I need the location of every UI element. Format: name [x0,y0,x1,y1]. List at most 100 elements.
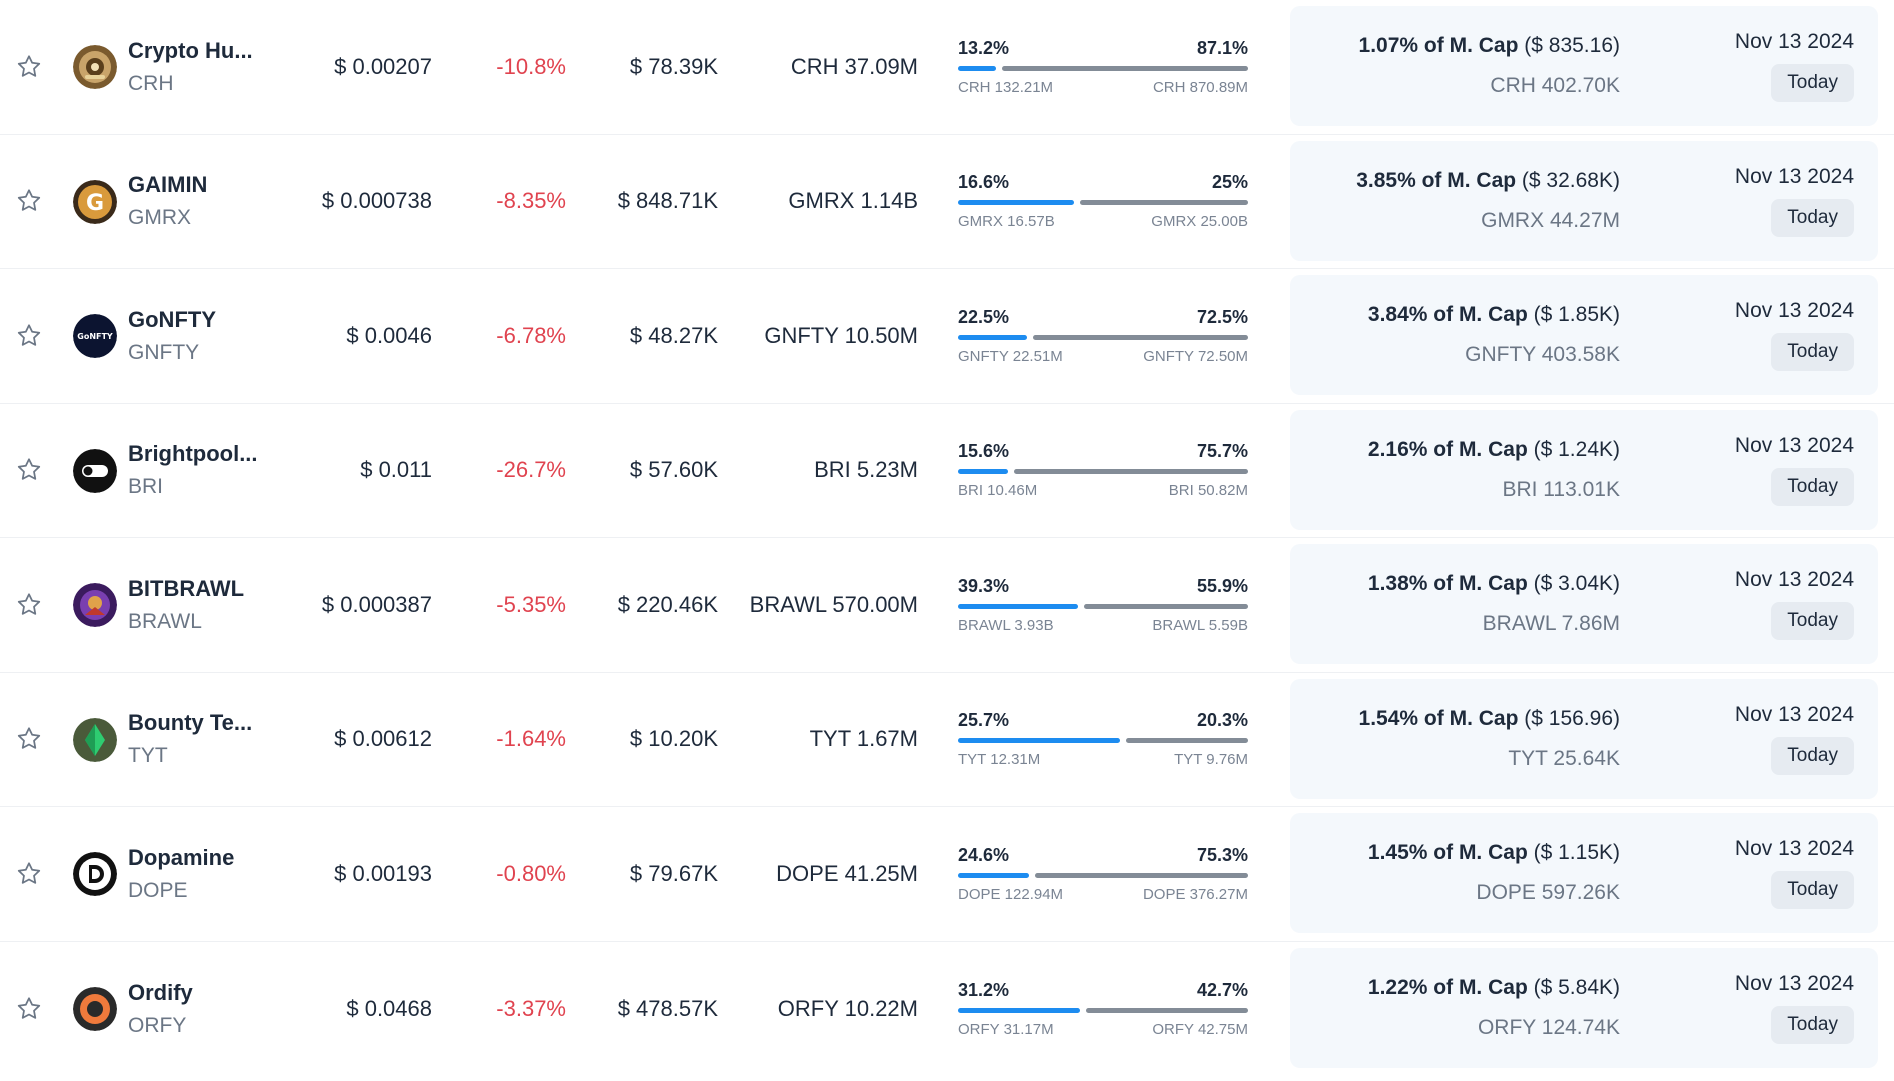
table-row[interactable]: GoNFTY GoNFTY GNFTY $ 0.0046 -6.78% $ 48… [0,269,1894,404]
today-badge[interactable]: Today [1771,333,1854,371]
bounty-temple-logo-icon[interactable] [73,717,117,762]
table-row[interactable]: G GAIMIN GMRX $ 0.000738 -8.35% $ 848.71… [0,135,1894,269]
coin-name[interactable]: Dopamine [128,844,235,870]
dopamine-logo-icon[interactable] [73,852,117,896]
today-badge[interactable]: Today [1771,736,1854,775]
next-unlock-usd: ($ 156.96) [1518,706,1620,730]
unlock-progress: 22.5% 72.5% GNFTY 22.51M GNFTY 72.50M [958,269,1248,403]
next-unlock-card[interactable]: 3.85% of M. Cap ($ 32.68K) GMRX 44.27M N… [1290,140,1878,261]
unlocked-percent: 39.3% [958,575,1010,596]
today-badge[interactable]: Today [1771,64,1854,102]
locked-percent: 72.5% [1196,306,1248,327]
coin-symbol: BRI [128,475,164,499]
price-change-24h: -3.37% [496,995,566,1021]
unlocked-bar-segment [958,1007,1080,1013]
next-unlock-card[interactable]: 1.45% of M. Cap ($ 1.15K) DOPE 597.26K N… [1290,813,1878,933]
unlocked-amount: BRI 10.46M [958,482,1038,500]
favorite-star-icon[interactable] [14,404,44,538]
next-unlock-usd: ($ 3.04K) [1527,572,1620,595]
brightpool-logo-icon[interactable] [73,448,117,493]
coin-symbol: BRAWL [128,609,202,633]
price-change-24h: -0.80% [496,860,566,886]
coin-name[interactable]: Ordify [128,979,193,1005]
unlock-progress: 13.2% 87.1% CRH 132.21M CRH 870.89M [958,0,1248,134]
circulating-supply: ORFY 10.22M [777,995,918,1021]
next-unlock-card[interactable]: 2.16% of M. Cap ($ 1.24K) BRI 113.01K No… [1290,409,1878,530]
favorite-star-icon[interactable] [14,538,44,672]
table-row[interactable]: Ordify ORFY $ 0.0468 -3.37% $ 478.57K OR… [0,942,1894,1077]
volume-24h: $ 478.57K [617,995,718,1021]
price-change-24h: -1.64% [496,726,566,752]
today-badge[interactable]: Today [1771,467,1854,506]
gonfty-logo-icon[interactable]: GoNFTY [73,314,117,358]
coin-name[interactable]: GoNFTY [128,306,216,332]
table-row[interactable]: Dopamine DOPE $ 0.00193 -0.80% $ 79.67K … [0,807,1894,942]
next-unlock-date: Nov 13 2024 [1734,837,1854,860]
next-unlock-date: Nov 13 2024 [1734,702,1854,726]
today-badge[interactable]: Today [1771,602,1854,640]
volume-24h: $ 78.39K [629,53,718,79]
coin-symbol: GMRX [128,206,191,230]
price: $ 0.0468 [346,995,432,1021]
favorite-star-icon[interactable] [14,673,44,807]
table-row[interactable]: BITBRAWL BRAWL $ 0.000387 -5.35% $ 220.4… [0,538,1894,673]
unlocked-bar-segment [958,469,1008,475]
today-badge[interactable]: Today [1771,871,1854,909]
ordify-logo-icon[interactable] [73,986,117,1031]
favorite-star-icon[interactable] [14,0,44,134]
next-unlock-usd: ($ 835.16) [1518,34,1620,57]
next-unlock-card[interactable]: 1.07% of M. Cap ($ 835.16) CRH 402.70K N… [1290,6,1878,126]
next-unlock-usd: ($ 32.68K) [1516,168,1620,192]
next-unlock-percent: 3.85% of M. Cap [1356,168,1517,192]
table-row[interactable]: Crypto Hu... CRH $ 0.00207 -10.8% $ 78.3… [0,0,1894,135]
next-unlock-percent: 3.84% of M. Cap [1367,303,1528,326]
today-badge[interactable]: Today [1771,198,1854,237]
unlock-progress: 25.7% 20.3% TYT 12.31M TYT 9.76M [958,673,1248,807]
coin-symbol: GNFTY [128,340,200,364]
unlock-progress-bar [958,603,1248,609]
locked-percent: 75.7% [1196,441,1248,462]
unlocked-bar-segment [958,603,1078,609]
next-unlock-date: Nov 13 2024 [1734,568,1854,591]
next-unlock-card[interactable]: 3.84% of M. Cap ($ 1.85K) GNFTY 403.58K … [1290,275,1878,395]
next-unlock-card[interactable]: 1.54% of M. Cap ($ 156.96) TYT 25.64K No… [1290,678,1878,799]
next-unlock-card[interactable]: 1.22% of M. Cap ($ 5.84K) ORFY 124.74K N… [1290,947,1878,1068]
next-unlock-percent: 1.22% of M. Cap [1367,975,1528,999]
coin-name[interactable]: Crypto Hu... [128,37,253,63]
next-unlock-card[interactable]: 1.38% of M. Cap ($ 3.04K) BRAWL 7.86M No… [1290,544,1878,664]
next-unlock-date: Nov 13 2024 [1734,299,1854,322]
unlocked-percent: 22.5% [958,306,1010,327]
unlocked-percent: 13.2% [958,37,1010,58]
gaimin-logo-icon[interactable]: G [73,179,117,224]
favorite-star-icon[interactable] [14,135,44,269]
locked-bar-segment [1086,1007,1248,1013]
locked-percent: 25% [1211,172,1248,193]
coin-name[interactable]: Brightpool... [128,441,258,467]
coin-name[interactable]: BITBRAWL [128,575,245,601]
price-change-24h: -8.35% [496,188,566,214]
bitbrawl-logo-icon[interactable] [73,583,117,627]
unlock-progress-bar [958,65,1248,71]
today-badge[interactable]: Today [1771,1005,1854,1044]
unlock-progress-bar [958,334,1248,340]
favorite-star-icon[interactable] [14,942,44,1077]
svg-text:G: G [86,191,104,216]
favorite-star-icon[interactable] [14,269,44,403]
next-unlock-percent: 1.07% of M. Cap [1358,34,1519,57]
favorite-star-icon[interactable] [14,807,44,941]
next-unlock-date: Nov 13 2024 [1734,30,1854,53]
table-row[interactable]: Bounty Te... TYT $ 0.00612 -1.64% $ 10.2… [0,673,1894,807]
next-unlock-amount: GNFTY 403.58K [1465,343,1620,366]
crypto-hunters-logo-icon[interactable] [73,45,117,89]
price: $ 0.00193 [334,860,432,886]
circulating-supply: GMRX 1.14B [788,188,918,214]
next-unlock-amount: ORFY 124.74K [1477,1015,1620,1039]
next-unlock-amount: TYT 25.64K [1508,746,1620,770]
next-unlock-amount: DOPE 597.26K [1476,881,1620,904]
next-unlock-usd: ($ 1.85K) [1527,303,1620,326]
coin-name[interactable]: Bounty Te... [128,710,253,736]
table-row[interactable]: Brightpool... BRI $ 0.011 -26.7% $ 57.60… [0,404,1894,538]
unlocked-percent: 15.6% [958,441,1010,462]
coin-name[interactable]: GAIMIN [128,172,208,198]
unlocked-amount: CRH 132.21M [958,78,1054,96]
